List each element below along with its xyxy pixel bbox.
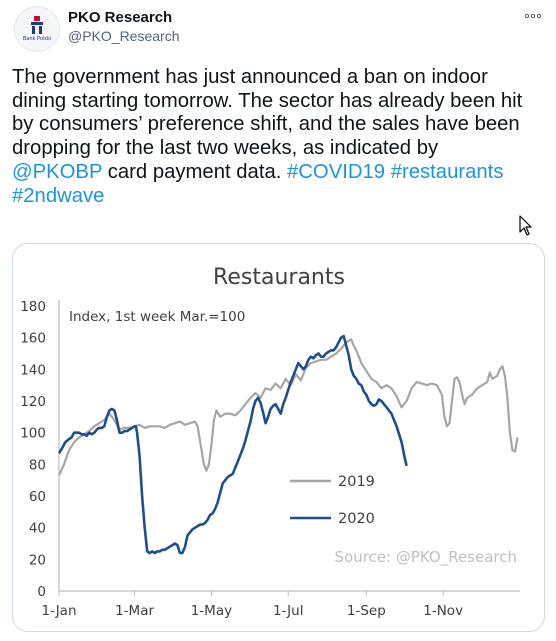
y-tick-label: 100 <box>20 426 46 442</box>
chart-title: Restaurants <box>213 265 345 290</box>
x-tick-label: 1-Nov <box>423 603 463 619</box>
hashtag-link[interactable]: #2ndwave <box>12 184 105 207</box>
y-tick-label: 180 <box>20 299 46 315</box>
tweet-text-segment: The government has just announced a ban … <box>12 66 523 160</box>
y-tick-label: 60 <box>29 489 46 505</box>
mouse-cursor-icon <box>519 215 533 242</box>
handle[interactable]: @PKO_Research <box>68 28 180 44</box>
y-tick-label: 20 <box>29 552 46 568</box>
x-tick-label: 1-Mar <box>115 603 154 619</box>
y-tick-label: 80 <box>29 457 46 473</box>
hashtag-link[interactable]: #COVID19 <box>287 160 386 183</box>
chart: Restaurants 0 20 40 60 80 100 120 140 160 180 1-Jan… <box>20 265 520 619</box>
chart-annotation: Index, 1st week Mar.=100 <box>69 309 245 325</box>
series-line-2019 <box>57 338 519 476</box>
y-tick-label: 0 <box>37 584 46 600</box>
series-line-2020 <box>57 334 408 555</box>
tweet-text: The government has just announced a ban … <box>12 66 532 208</box>
hashtag-link[interactable]: #restaurants <box>390 160 504 183</box>
avatar-caption: Bank Polski <box>22 36 52 42</box>
y-tick-label: 120 <box>20 394 46 410</box>
x-tick-label: 1-Sep <box>347 603 386 619</box>
more-dots-icon[interactable] <box>524 6 542 22</box>
legend-label: 2019 <box>338 474 375 490</box>
mention-link[interactable]: @PKOBP <box>12 160 103 183</box>
x-tick-label: 1-Jul <box>273 603 304 619</box>
bank-logo-icon <box>31 16 43 34</box>
y-tick-label: 160 <box>20 331 46 347</box>
x-tick-label: 1-May <box>191 603 232 619</box>
avatar[interactable]: Bank Polski <box>14 6 60 52</box>
chart-source: Source: @PKO_Research <box>334 548 517 567</box>
media-card[interactable]: Restaurants 0 20 40 60 80 100 120 140 160 180 1-Jan… <box>12 243 545 632</box>
y-tick-label: 40 <box>29 521 46 537</box>
y-tick-label: 140 <box>20 362 46 378</box>
tweet-text-segment: card payment data. <box>102 160 287 183</box>
display-name[interactable]: PKO Research <box>68 9 173 26</box>
legend-label: 2020 <box>338 511 375 527</box>
x-tick-label: 1-Jan <box>41 603 76 619</box>
